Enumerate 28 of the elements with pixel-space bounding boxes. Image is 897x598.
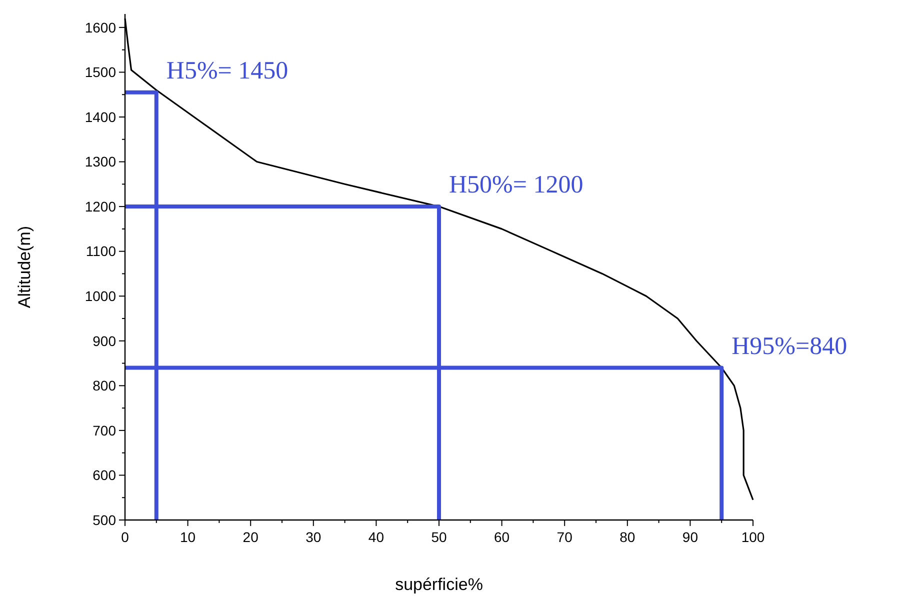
y-tick-label: 1400 (84, 108, 116, 125)
x-tick-label: 40 (368, 529, 384, 545)
y-tick-label: 1200 (84, 198, 116, 214)
annotation: H95%=840 (732, 332, 848, 360)
y-tick-label: 1500 (84, 64, 116, 80)
y-tick-label: 800 (92, 378, 116, 394)
y-axis-title: Altitude(m) (15, 226, 34, 308)
y-tick-label: 1600 (84, 19, 116, 36)
y-tick-label: 500 (92, 512, 116, 528)
x-tick-label: 90 (682, 529, 698, 545)
x-tick-label: 100 (741, 529, 765, 545)
x-tick-label: 30 (306, 529, 322, 545)
y-tick-label: 600 (92, 467, 116, 484)
y-tick-label: 1300 (84, 154, 116, 170)
y-tick-label: 700 (92, 422, 116, 438)
x-tick-label: 70 (556, 529, 573, 545)
x-tick-label: 20 (242, 529, 259, 545)
x-tick-label: 0 (121, 529, 130, 545)
y-tick-label: 900 (92, 332, 116, 349)
annotation: H50%= 1200 (449, 172, 584, 199)
x-axis-title: supérficie% (395, 575, 483, 594)
y-tick-label: 1000 (84, 288, 116, 304)
y-tick-label: 1100 (86, 243, 116, 260)
x-tick-label: 50 (431, 529, 447, 545)
x-tick-label: 60 (494, 529, 510, 545)
x-tick-label: 80 (620, 529, 636, 545)
annotation: H5%= 1450 (166, 57, 288, 84)
x-tick-label: 10 (180, 529, 196, 545)
